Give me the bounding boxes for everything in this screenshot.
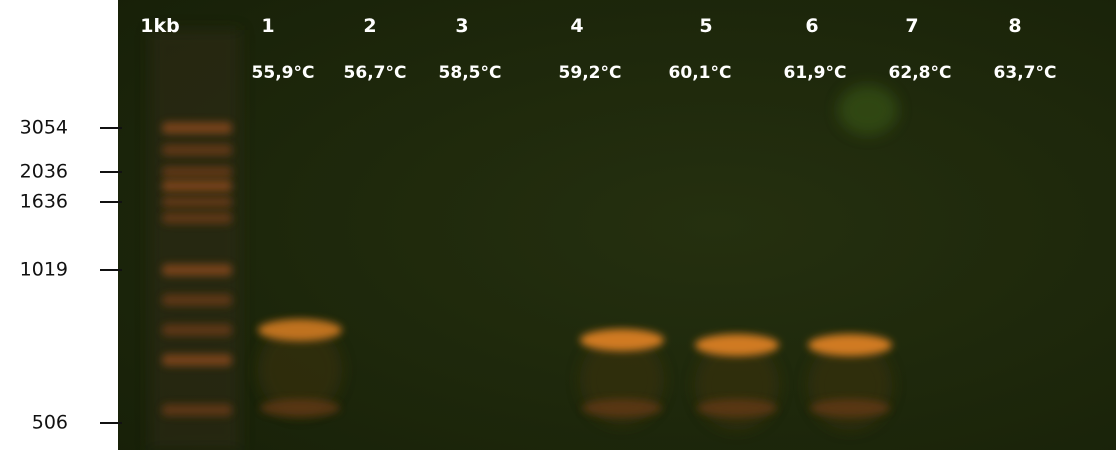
- ladder-band: [162, 212, 232, 224]
- ladder-band: [162, 122, 232, 134]
- lane-temperature: 56,7°C: [344, 63, 407, 83]
- lane-temperature: 59,2°C: [559, 63, 622, 83]
- ladder-band: [162, 196, 232, 208]
- marker-size: 3054: [20, 117, 68, 139]
- marker-size: 1019: [20, 259, 68, 281]
- lane-temperature: 63,7°C: [994, 63, 1057, 83]
- lane-number: 2: [363, 15, 376, 37]
- marker-size: 506: [32, 412, 68, 434]
- lane-number: 4: [570, 15, 583, 37]
- ladder-band: [162, 404, 232, 416]
- marker-size: 2036: [20, 161, 68, 183]
- lane-number: 1: [261, 15, 274, 37]
- lane-number: 8: [1008, 15, 1021, 37]
- lane-temperature: 62,8°C: [889, 63, 952, 83]
- faint-band: [697, 399, 777, 417]
- faint-band: [810, 399, 890, 417]
- ladder-band: [162, 144, 232, 156]
- lane-number: 6: [805, 15, 818, 37]
- lane-temperature: 55,9°C: [252, 63, 315, 83]
- marker-size: 1636: [20, 191, 68, 213]
- ladder-band: [162, 180, 232, 192]
- ladder-lane: [150, 30, 240, 450]
- ladder-band: [162, 294, 232, 306]
- band: [695, 334, 779, 356]
- gel-figure: 1kb 1 55,9°C 2 56,7°C 3 58,5°C 4 59,2°C 5 60,1°C 6…: [0, 0, 1116, 450]
- ladder-band: [162, 166, 232, 178]
- page: 1kb 1 55,9°C 2 56,7°C 3 58,5°C 4 59,2°C 5 60,1°C 6…: [0, 0, 1116, 450]
- lane-temperature: 61,9°C: [784, 63, 847, 83]
- band: [808, 334, 892, 356]
- band: [258, 319, 342, 341]
- lane-number: 7: [905, 15, 918, 37]
- lane-temperature: 58,5°C: [439, 63, 502, 83]
- ladder-band: [162, 264, 232, 276]
- band: [580, 329, 664, 351]
- faint-band: [582, 399, 662, 417]
- faint-band: [260, 399, 340, 417]
- glow: [838, 85, 898, 135]
- lane-number: 3: [455, 15, 468, 37]
- ladder-band: [162, 354, 232, 366]
- ladder-label: 1kb: [140, 15, 179, 37]
- ladder-band: [162, 324, 232, 336]
- lane-number: 5: [699, 15, 712, 37]
- lane-temperature: 60,1°C: [669, 63, 732, 83]
